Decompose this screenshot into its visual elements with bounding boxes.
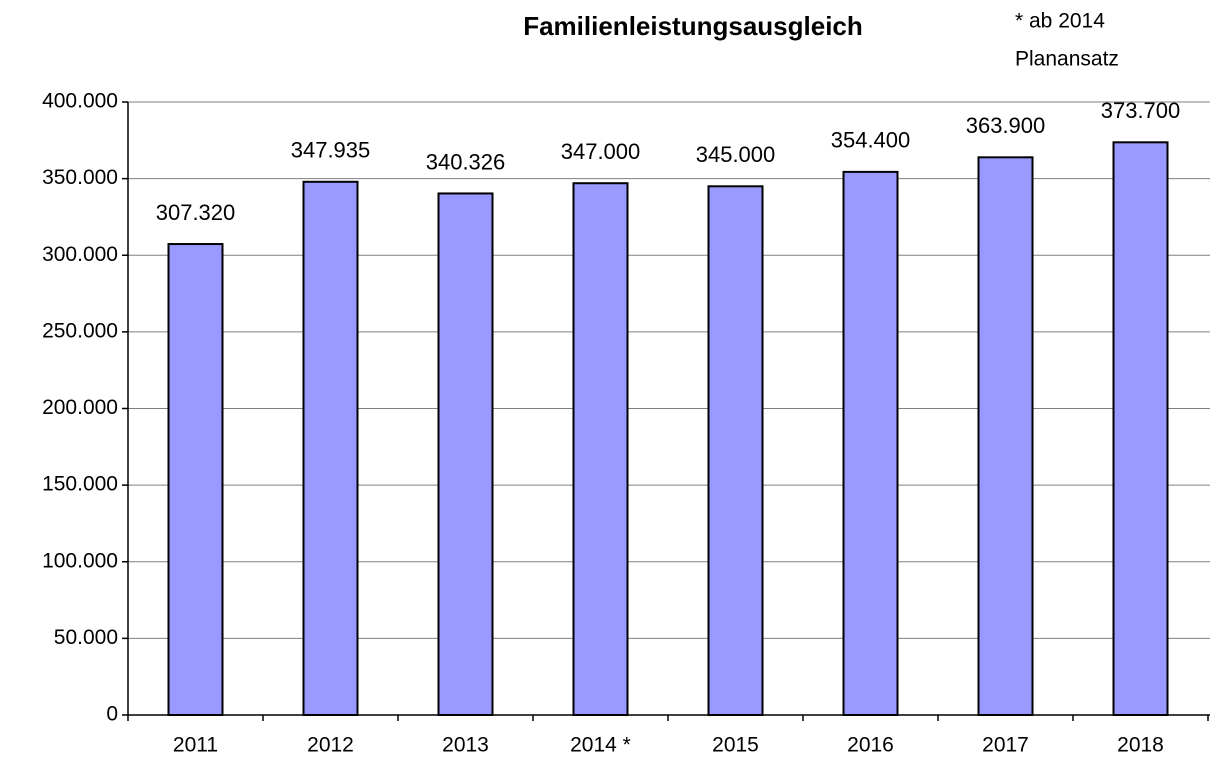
bar [167, 243, 224, 716]
y-tick-label: 200.000 [42, 396, 118, 419]
bar [977, 156, 1034, 717]
y-tick-label: 50.000 [54, 626, 118, 649]
y-tick-label: 100.000 [42, 549, 118, 572]
x-tick-label: 2018 [1117, 734, 1164, 757]
x-tick-label: 2016 [847, 734, 894, 757]
x-tick-label: 2014 * [570, 734, 631, 757]
value-label: 340.326 [426, 149, 506, 174]
value-label: 347.000 [561, 139, 641, 164]
x-tick-label: 2013 [442, 734, 489, 757]
bar [1112, 141, 1169, 716]
bar [437, 192, 494, 717]
bar [707, 185, 764, 717]
y-tick-label: 150.000 [42, 473, 118, 496]
value-label: 345.000 [696, 142, 776, 167]
y-tick-label: 0 [106, 703, 118, 726]
chart-title: Familienleistungsausgleich [523, 11, 863, 41]
value-label: 307.320 [156, 200, 236, 225]
y-tick-label: 400.000 [42, 90, 118, 113]
x-tick-label: 2011 [173, 734, 218, 757]
y-tick-label: 350.000 [42, 166, 118, 189]
value-label: 363.900 [966, 113, 1046, 138]
x-tick-label: 2015 [712, 734, 759, 757]
bar [572, 182, 629, 717]
bar [302, 180, 359, 716]
y-tick-label: 250.000 [42, 319, 118, 342]
value-label: 347.935 [291, 138, 371, 163]
y-tick-label: 300.000 [42, 243, 118, 266]
annotation: Planansatz [1015, 48, 1119, 71]
x-tick-label: 2017 [982, 734, 1029, 757]
bar [842, 170, 899, 716]
value-label: 373.700 [1101, 98, 1181, 123]
annotation: * ab 2014 [1015, 10, 1105, 33]
value-label: 354.400 [831, 128, 911, 153]
x-tick-label: 2012 [307, 734, 354, 757]
